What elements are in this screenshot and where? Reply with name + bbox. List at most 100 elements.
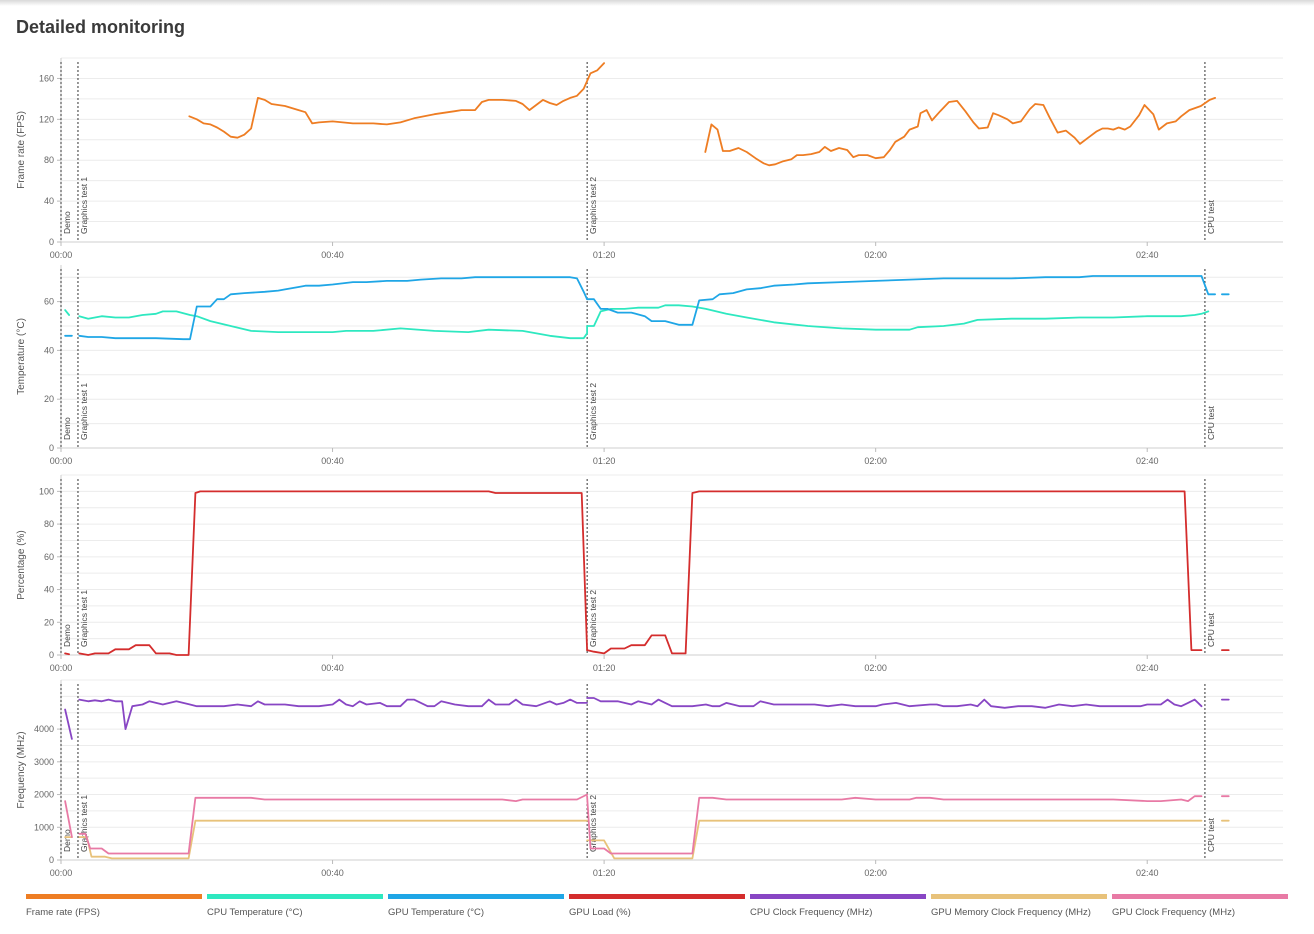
x-tick-label: 02:40 [1136, 250, 1159, 260]
legend-label: CPU Clock Frequency (MHz) [750, 907, 873, 918]
top-edge-shadow [0, 0, 1314, 6]
y-tick-label: 40 [44, 585, 54, 595]
y-tick-label: 40 [44, 196, 54, 206]
chart-panel-3: 0 20 40 60 80 100 00:00 00:40 01:20 02:00 02:40 Per… [16, 474, 1283, 673]
marker-label-graphics-test-2: Graphics test 2 [588, 590, 598, 647]
series-line-cpu-temperature-c [78, 304, 1210, 340]
legend-item-gpu-memory-clock[interactable]: GPU Memory Clock Frequency (MHz) [931, 894, 1107, 918]
chart-panel-4: 0 1000 2000 3000 4000 00:00 00:40 01:20 02:00 02:… [16, 679, 1283, 878]
x-tick-label: 01:20 [593, 663, 616, 673]
legend-label: GPU Memory Clock Frequency (MHz) [931, 907, 1091, 918]
x-tick-label: 01:20 [593, 868, 616, 878]
legend-label: GPU Temperature (°C) [388, 907, 485, 918]
page-title: Detailed monitoring [16, 17, 186, 37]
y-tick-label: 100 [39, 486, 54, 496]
series-line-cpu-temperature-c [64, 309, 70, 316]
x-tick-label: 00:40 [321, 250, 344, 260]
y-tick-label: 4000 [34, 724, 54, 734]
series-line-gpu-load [586, 490, 1203, 655]
series-line-gpu-temperature-c [78, 276, 588, 341]
marker-label-graphics-test-2: Graphics test 2 [588, 383, 598, 440]
series-line-gpu-load [64, 652, 70, 656]
x-tick-label: 01:20 [593, 250, 616, 260]
y-axis-label: Percentage (%) [16, 530, 27, 599]
y-tick-label: 80 [44, 519, 54, 529]
y-tick-label: 3000 [34, 757, 54, 767]
marker-label-cpu-test: CPU test [1206, 612, 1216, 647]
series-line-gpu-clock-frequency-mhz [64, 800, 73, 838]
x-tick-label: 02:40 [1136, 663, 1159, 673]
series-line-cpu-clock-frequency-mhz [64, 708, 73, 740]
legend-item-cpu-clock[interactable]: CPU Clock Frequency (MHz) [750, 894, 926, 918]
marker-label-demo: Demo [62, 829, 72, 852]
y-axis-label: Temperature (°C) [16, 318, 27, 395]
marker-label-demo: Demo [62, 417, 72, 440]
x-tick-label: 02:00 [864, 250, 887, 260]
series-line-frame-rate-fps [704, 97, 1216, 167]
x-tick-label: 00:40 [321, 663, 344, 673]
marker-label-graphics-test-1: Graphics test 1 [79, 795, 89, 852]
chart-panel-2: 0 20 40 60 00:00 00:40 01:20 02:00 02:40 Temperat… [16, 265, 1283, 466]
x-tick-label: 00:40 [321, 868, 344, 878]
y-tick-label: 20 [44, 394, 54, 404]
legend-item-cpu-temperature[interactable]: CPU Temperature (°C) [207, 894, 383, 918]
series-line-gpu-memory-clock-frequency-mhz [586, 819, 1203, 860]
y-tick-label: 0 [49, 650, 54, 660]
y-tick-label: 2000 [34, 790, 54, 800]
y-tick-label: 1000 [34, 822, 54, 832]
marker-label-graphics-test-1: Graphics test 1 [79, 590, 89, 647]
x-tick-label: 02:40 [1136, 868, 1159, 878]
legend-label: CPU Temperature (°C) [207, 907, 303, 918]
legend-label: Frame rate (FPS) [26, 907, 100, 918]
monitoring-charts: 0 40 80 120 160 00:00 00:40 01:20 02:00 02:40 Fram… [16, 57, 1283, 878]
series-line-gpu-load [78, 490, 588, 656]
x-tick-label: 02:00 [864, 456, 887, 466]
y-tick-label: 160 [39, 73, 54, 83]
y-axis-label: Frequency (MHz) [16, 731, 27, 808]
legend-label: GPU Load (%) [569, 907, 631, 918]
y-tick-label: 60 [44, 552, 54, 562]
series-line-gpu-clock-frequency-mhz [586, 795, 1203, 855]
series-line-gpu-temperature-c [586, 275, 1216, 326]
y-tick-label: 0 [49, 237, 54, 247]
series-line-cpu-clock-frequency-mhz [78, 698, 588, 730]
legend-swatch [931, 894, 1107, 899]
legend-item-frame-rate[interactable]: Frame rate (FPS) [26, 894, 202, 918]
marker-label-cpu-test: CPU test [1206, 817, 1216, 852]
legend-swatch [207, 894, 383, 899]
x-tick-label: 02:00 [864, 663, 887, 673]
legend-item-gpu-clock[interactable]: GPU Clock Frequency (MHz) [1112, 894, 1288, 918]
x-tick-label: 00:00 [50, 663, 73, 673]
legend-item-gpu-load[interactable]: GPU Load (%) [569, 894, 745, 918]
marker-label-graphics-test-1: Graphics test 1 [79, 177, 89, 234]
legend-label: GPU Clock Frequency (MHz) [1112, 907, 1235, 918]
y-tick-label: 20 [44, 617, 54, 627]
marker-label-demo: Demo [62, 624, 72, 647]
y-tick-label: 60 [44, 297, 54, 307]
legend-swatch [750, 894, 926, 899]
series-line-frame-rate-fps [188, 62, 605, 139]
marker-label-demo: Demo [62, 211, 72, 234]
series-line-gpu-memory-clock-frequency-mhz [78, 819, 588, 860]
legend-item-gpu-temperature[interactable]: GPU Temperature (°C) [388, 894, 564, 918]
x-tick-label: 02:00 [864, 868, 887, 878]
chart-legend: Frame rate (FPS) CPU Temperature (°C) GP… [26, 894, 1296, 924]
x-tick-label: 00:00 [50, 456, 73, 466]
series-line-gpu-clock-frequency-mhz [78, 793, 588, 855]
y-tick-label: 40 [44, 345, 54, 355]
y-axis-label: Frame rate (FPS) [16, 111, 27, 189]
y-tick-label: 80 [44, 155, 54, 165]
x-tick-label: 00:00 [50, 868, 73, 878]
marker-label-graphics-test-2: Graphics test 2 [588, 177, 598, 234]
legend-swatch [26, 894, 202, 899]
y-tick-label: 0 [49, 855, 54, 865]
legend-swatch [569, 894, 745, 899]
marker-label-cpu-test: CPU test [1206, 405, 1216, 440]
y-tick-label: 0 [49, 443, 54, 453]
x-tick-label: 01:20 [593, 456, 616, 466]
x-tick-label: 00:00 [50, 250, 73, 260]
x-tick-label: 02:40 [1136, 456, 1159, 466]
legend-swatch [388, 894, 564, 899]
marker-label-graphics-test-2: Graphics test 2 [588, 795, 598, 852]
x-tick-label: 00:40 [321, 456, 344, 466]
